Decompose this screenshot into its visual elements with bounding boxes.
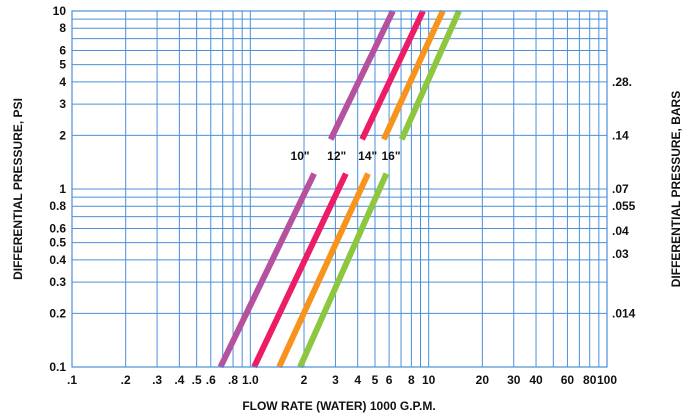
x-tick-label: 4 bbox=[354, 373, 361, 387]
x-tick-label: 6 bbox=[386, 373, 393, 387]
x-tick-label: 80 bbox=[583, 373, 597, 387]
y-tick-label: 0.1 bbox=[49, 360, 66, 374]
x-tick-label: .8 bbox=[228, 373, 238, 387]
y-tick-label: 0.8 bbox=[49, 199, 66, 213]
x-tick-label: 1.0 bbox=[242, 373, 259, 387]
x-tick-label: 10 bbox=[422, 373, 436, 387]
right-tick-label: .04 bbox=[612, 224, 629, 238]
plot-frame bbox=[71, 10, 608, 368]
x-tick-label: 40 bbox=[529, 373, 543, 387]
y-tick-label: 0.4 bbox=[49, 253, 66, 267]
series-label: 16" bbox=[381, 149, 400, 163]
series-labels: 10" 12" 14" 16" bbox=[291, 149, 401, 163]
y-tick-label: 2 bbox=[59, 128, 66, 142]
series-label: 10" bbox=[291, 149, 310, 163]
series-line bbox=[328, 9, 396, 141]
y-tick-label: 0.6 bbox=[49, 221, 66, 235]
right-tick-label: .14 bbox=[612, 128, 629, 142]
y-tick-label: 1 bbox=[59, 182, 66, 196]
y-tick-label: 10 bbox=[53, 4, 67, 18]
x-tick-label: .1 bbox=[67, 373, 77, 387]
x-tick-labels: .1 .2 .3 .4 .5 .6 .8 1.0 2 3 4 5 6 8 10 20 30 40 60 80 100 bbox=[67, 373, 617, 387]
x-tick-label: 5 bbox=[372, 373, 379, 387]
x-tick-label: 60 bbox=[561, 373, 575, 387]
series-line bbox=[251, 172, 349, 369]
x-tick-label: .4 bbox=[174, 373, 184, 387]
y-tick-label: 3 bbox=[59, 97, 66, 111]
y-tick-label: 0.5 bbox=[49, 236, 66, 250]
series-line bbox=[359, 9, 426, 141]
x-tick-label: 30 bbox=[507, 373, 521, 387]
series-lines bbox=[217, 9, 462, 369]
series-label: 14" bbox=[358, 149, 377, 163]
y-tick-label: 5 bbox=[59, 58, 66, 72]
series-line bbox=[381, 9, 446, 141]
series-line bbox=[217, 172, 317, 369]
x-tick-label: 100 bbox=[597, 373, 617, 387]
y-tick-label: 0.2 bbox=[49, 306, 66, 320]
right-tick-label: .07 bbox=[612, 182, 629, 196]
y-tick-label: 6 bbox=[59, 43, 66, 57]
x-tick-label: .3 bbox=[152, 373, 162, 387]
right-tick-label: .055 bbox=[612, 199, 636, 213]
series-label: 12" bbox=[327, 149, 346, 163]
y-tick-labels: 0.1 0.2 0.3 0.4 0.50.6 0.8 1 2 3 4 56 8 10 bbox=[49, 4, 66, 374]
x-tick-label: 20 bbox=[476, 373, 490, 387]
y-tick-label: 8 bbox=[59, 21, 66, 35]
x-tick-label: 8 bbox=[408, 373, 415, 387]
right-tick-label: .28. bbox=[612, 75, 632, 89]
right-tick-label: .014 bbox=[612, 306, 636, 320]
series-line bbox=[276, 172, 371, 369]
x-tick-label: .2 bbox=[121, 373, 131, 387]
right-tick-labels: .28. .14 .07 .055 .04 .03 .014 bbox=[612, 75, 636, 321]
y-axis-label-right: DIFFERENTIAL PRESSURE, BARS bbox=[669, 91, 683, 287]
y-axis-label-left: DIFFERENTIAL PRESSURE, PSI bbox=[11, 98, 25, 280]
x-tick-label: .6 bbox=[206, 373, 216, 387]
right-tick-label: .03 bbox=[612, 247, 629, 261]
x-axis-label: FLOW RATE (WATER) 1000 G.P.M. bbox=[242, 399, 435, 413]
y-tick-label: 4 bbox=[59, 75, 66, 89]
x-tick-label: 3 bbox=[332, 373, 339, 387]
x-tick-label: 2 bbox=[301, 373, 308, 387]
y-tick-label: 0.3 bbox=[49, 275, 66, 289]
series-line bbox=[297, 172, 390, 369]
x-tick-label: .5 bbox=[192, 373, 202, 387]
series-line bbox=[398, 9, 462, 141]
